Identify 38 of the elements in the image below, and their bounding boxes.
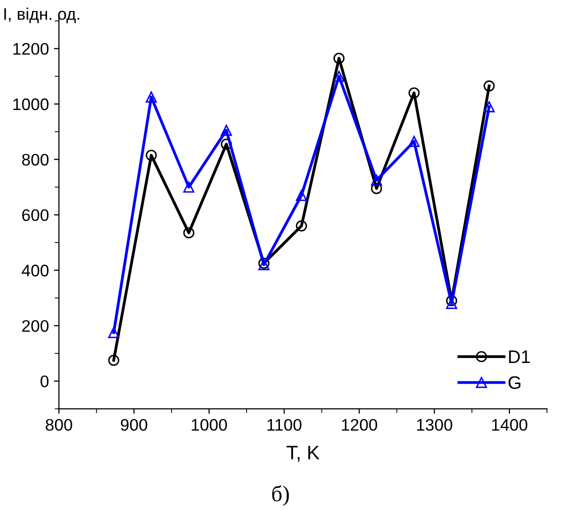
point <box>146 150 157 161</box>
point <box>446 295 458 306</box>
y-tick-label: 800 <box>22 154 49 166</box>
y-tick-label: 1200 <box>13 42 49 55</box>
y-tick-label: 200 <box>22 320 49 332</box>
legend-label: G <box>508 376 520 389</box>
y-tick-label: 400 <box>22 264 49 276</box>
point <box>408 87 420 98</box>
point <box>220 138 232 150</box>
point <box>370 174 382 186</box>
point <box>296 220 307 232</box>
point <box>108 354 120 366</box>
point <box>183 227 194 238</box>
x-tick-label: 1000 <box>192 418 227 431</box>
point <box>220 124 232 136</box>
x-tick-label: 1400 <box>492 418 528 431</box>
text: б) <box>272 485 289 506</box>
y-tick-label: 0 <box>40 375 49 388</box>
point <box>296 190 307 201</box>
x-tick-label: 1100 <box>268 418 302 431</box>
point <box>370 182 382 194</box>
y-axis-title: I, відн. од. <box>4 8 80 24</box>
point <box>183 182 194 193</box>
point <box>333 70 345 82</box>
point <box>108 327 120 338</box>
point <box>146 92 157 103</box>
point <box>484 101 495 112</box>
point <box>408 136 420 147</box>
y-tick-label: 600 <box>22 209 49 222</box>
x-tick-label: 800 <box>46 418 72 431</box>
y-tick-label: 1000 <box>13 98 49 110</box>
point <box>333 52 345 64</box>
x-tick-label: 1200 <box>342 418 378 431</box>
x-tick-label: 900 <box>120 418 148 431</box>
point <box>484 80 495 92</box>
x-axis-title: T, K <box>286 446 320 462</box>
legend-label: D1 <box>509 350 530 363</box>
x-tick-label: 1300 <box>417 418 452 431</box>
